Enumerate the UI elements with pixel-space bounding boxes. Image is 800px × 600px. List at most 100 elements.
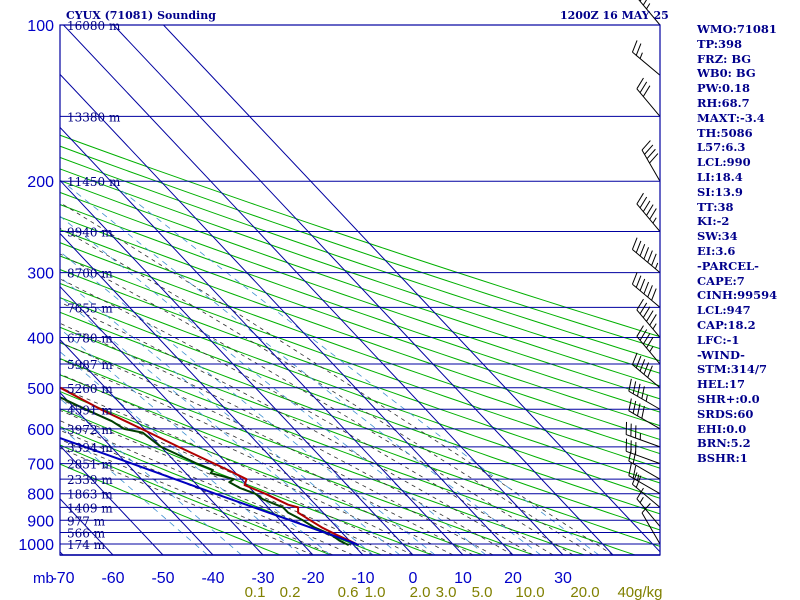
- barb-flag: [635, 240, 642, 253]
- wind-barb: [636, 192, 661, 232]
- barb-flag: [631, 237, 638, 250]
- barb-staff: [626, 434, 661, 448]
- wind-barb: [638, 0, 661, 26]
- index-item: SHR+:0.0: [697, 391, 760, 406]
- barb-flag: [641, 405, 645, 419]
- barb-half-flag: [652, 217, 657, 224]
- barb-flag: [643, 281, 650, 295]
- dry-adiabat: [60, 216, 660, 427]
- barb-flag: [636, 325, 644, 337]
- barb-staff: [632, 483, 661, 508]
- barb-flag: [636, 487, 644, 500]
- index-item: -PARCEL-: [697, 258, 759, 273]
- moist-adiabat: [60, 420, 374, 555]
- wind-barbs: [625, 0, 661, 555]
- index-item: HEL:17: [697, 377, 745, 392]
- dry-adiabat: [60, 297, 660, 515]
- height-label: 11450 m: [67, 175, 121, 189]
- wind-barb: [625, 421, 661, 448]
- temperature-tick-label: -60: [101, 570, 124, 587]
- isotherm: [60, 126, 464, 555]
- temperature-tick-label: 20: [504, 570, 522, 587]
- mixing-ratio-line: [60, 276, 401, 555]
- barb-half-flag: [645, 394, 648, 402]
- index-item: WMO:71081: [697, 22, 777, 36]
- sounding-indices: WMO:71081 TP:398 FRZ: BG WB0: BG PW:0.18 RH:6…: [697, 22, 797, 466]
- barb-staff: [636, 88, 661, 117]
- isotherm: [163, 25, 660, 553]
- temperature-tick-label: -40: [201, 570, 224, 587]
- pressure-tick-label: 100: [27, 18, 54, 35]
- height-label: 4591 m: [67, 403, 113, 417]
- barb-flag: [631, 352, 638, 365]
- temperature-tick-label: 30: [554, 570, 572, 587]
- wind-barb: [631, 40, 661, 76]
- barb-flag: [642, 0, 647, 6]
- moist-adiabat: [60, 429, 354, 555]
- wind-barb: [631, 272, 661, 308]
- barb-staff: [636, 336, 661, 365]
- height-label: 566 m: [67, 526, 106, 540]
- barb-flag: [646, 148, 656, 160]
- moist-adiabat: [60, 373, 454, 555]
- isotherm: [60, 285, 314, 555]
- height-label: 1863 m: [67, 488, 113, 502]
- index-item: MAXT:-3.4: [697, 110, 765, 125]
- barb-flag: [639, 81, 648, 93]
- isotherm: [60, 391, 214, 555]
- barb-flag: [632, 465, 637, 479]
- index-item: STM:314/7: [697, 362, 768, 377]
- barb-staff: [641, 512, 661, 545]
- barb-staff: [632, 51, 661, 76]
- barb-half-flag: [639, 497, 644, 503]
- barb-flag: [639, 278, 646, 291]
- wind-barb: [628, 378, 661, 410]
- barb-flag: [636, 77, 644, 90]
- barb-staff: [626, 450, 661, 465]
- valid-time: 1200Z 16 MAY 25: [560, 9, 669, 22]
- height-label: 977 m: [67, 514, 106, 528]
- wind-barb: [625, 438, 661, 465]
- wind-barb: [628, 463, 661, 495]
- dry-adiabat: [60, 204, 660, 413]
- mixing-ratio-label: 20.0: [570, 584, 599, 600]
- barb-flag: [641, 503, 651, 514]
- wind-barb: [631, 237, 661, 274]
- station-title: CYUX (71081) Sounding: [66, 9, 216, 22]
- barb-flag: [642, 333, 651, 345]
- barb-flag: [635, 275, 642, 288]
- temperature-tick-label: -50: [151, 570, 174, 587]
- height-label: 5987 m: [67, 358, 113, 372]
- isotherm: [0, 25, 13, 555]
- barb-staff: [628, 390, 661, 410]
- barb-flag: [642, 306, 651, 318]
- index-item: FRZ: BG: [697, 51, 752, 66]
- index-item: -WIND-: [697, 347, 745, 362]
- mixing-ratio-label: 1.0: [365, 584, 386, 600]
- barb-staff: [641, 149, 661, 182]
- index-item: CAP:18.2: [697, 317, 756, 332]
- index-item: LI:18.4: [697, 169, 743, 184]
- barb-flag: [649, 314, 657, 326]
- barb-flag: [639, 302, 648, 314]
- dry-adiabat: [60, 269, 660, 484]
- dry-adiabat: [60, 156, 660, 362]
- barb-staff: [632, 364, 661, 389]
- height-label: 3972 m: [67, 423, 113, 437]
- mixing-ratio-label: 40g/kg: [617, 584, 662, 600]
- isotherm: [60, 551, 64, 555]
- dry-adiabat: [60, 145, 660, 350]
- dry-adiabat: [60, 242, 660, 455]
- height-label: 13380 m: [67, 110, 121, 124]
- isotherm: [113, 25, 614, 555]
- moist-adiabat: [60, 341, 494, 555]
- mixing-ratio-label: 10.0: [515, 584, 544, 600]
- pressure-tick-label: 1000: [18, 537, 54, 554]
- barb-staff: [636, 309, 661, 338]
- dry-adiabat: [60, 463, 281, 555]
- moist-adiabat: [60, 410, 394, 555]
- moist-adiabat: [60, 227, 594, 555]
- dry-adiabat: [60, 391, 484, 555]
- wind-barb: [636, 298, 661, 338]
- index-item: KI:-2: [697, 214, 730, 229]
